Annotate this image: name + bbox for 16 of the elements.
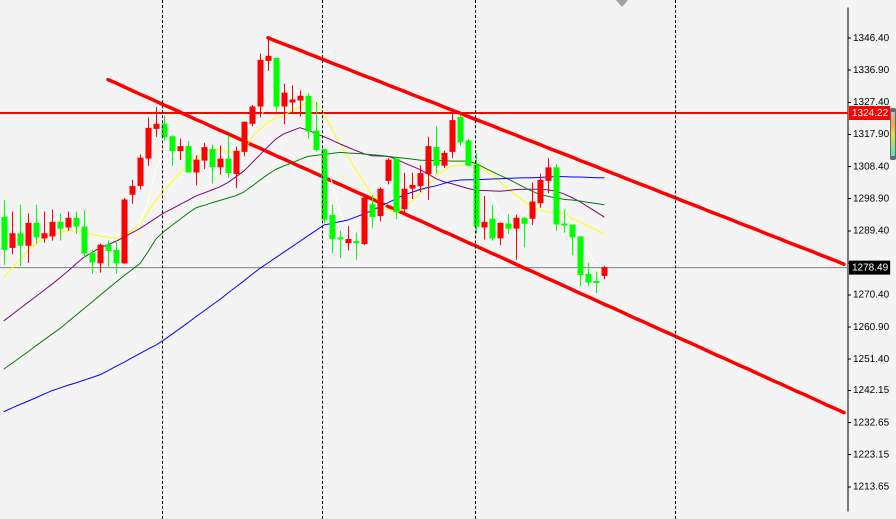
y-tick-label: 1213.65 [853,482,890,493]
y-tick-label: 1317.90 [853,129,890,140]
y-tick-label: 1336.90 [853,64,890,76]
y-tick-label: 1232.65 [853,417,890,428]
y-tick-label: 1346.40 [853,32,890,44]
y-tick-label: 1289.40 [853,226,890,237]
ref-line-label: 1278.49 [852,262,889,274]
y-tick-label: 1298.90 [853,193,890,204]
y-tick-label: 1242.15 [853,385,890,396]
y-tick-label: 1260.90 [853,322,890,333]
y-tick-label: 1251.40 [853,354,890,365]
y-tick-label: 1270.40 [853,290,890,301]
ref-line-label: 1324.22 [852,108,889,119]
y-tick-label: 1327.40 [853,97,890,108]
y-tick-label: 1308.40 [853,161,890,172]
y-tick-label: 1223.15 [853,449,890,460]
